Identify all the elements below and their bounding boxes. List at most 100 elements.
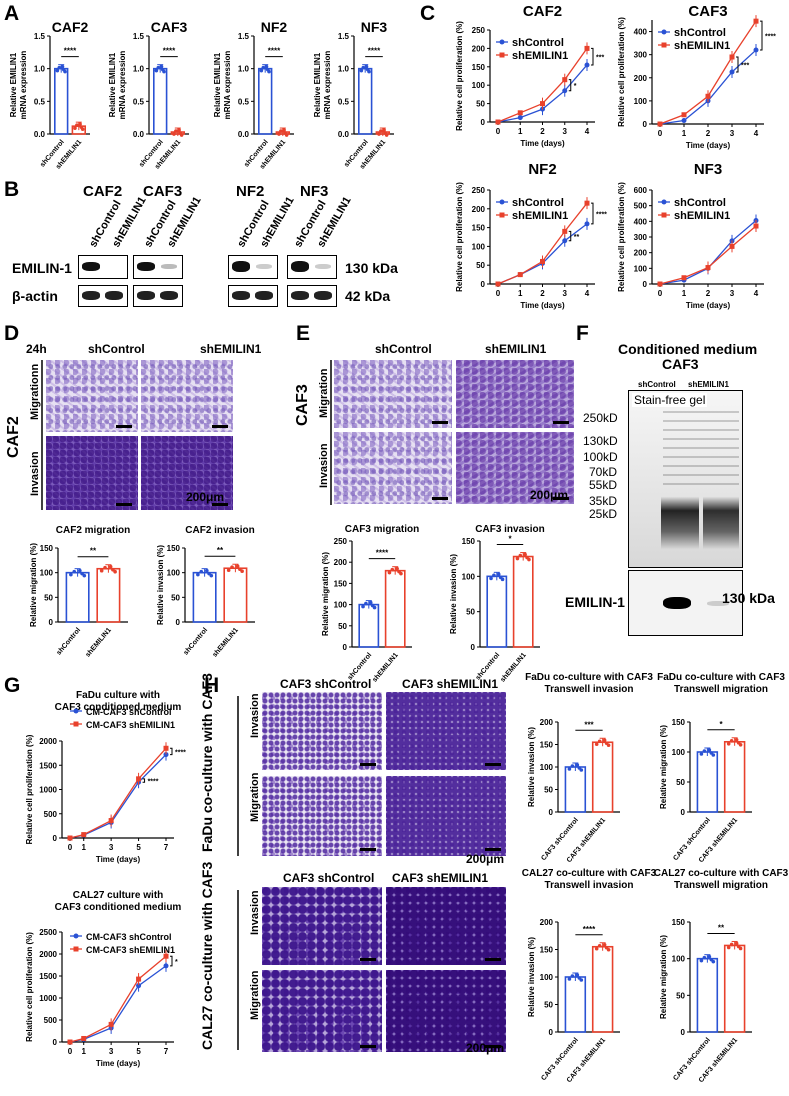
y-tick-label: 200 bbox=[472, 44, 486, 53]
chart-subtitle: CAF3 conditioned medium bbox=[55, 702, 182, 713]
y-tick-label: 100 bbox=[167, 569, 181, 578]
panel-h-col-knockdown: CAF3 shEMILIN1 bbox=[402, 677, 499, 691]
sig-bracket bbox=[568, 79, 572, 92]
scale-bar bbox=[360, 848, 376, 851]
blot-size-130: 130 kDa bbox=[345, 260, 398, 276]
series-knockdown-point bbox=[67, 1039, 73, 1045]
y-tick-label: 500 bbox=[44, 810, 58, 819]
emilin-blot bbox=[628, 570, 743, 636]
x-tick-label: 0 bbox=[496, 127, 501, 136]
series-control-line bbox=[659, 49, 757, 125]
y-tick-label: 0 bbox=[481, 280, 486, 289]
data-point bbox=[699, 752, 704, 756]
chart-title: CAL27 culture with bbox=[73, 890, 164, 901]
y-tick-label: 500 bbox=[634, 202, 648, 211]
data-point bbox=[577, 976, 582, 980]
bar-control bbox=[564, 976, 587, 1033]
chart-title: CAF2 bbox=[52, 19, 89, 35]
data-point bbox=[226, 568, 231, 573]
panel-d-col-knockdown: shEMILIN1 bbox=[200, 342, 262, 356]
y-tick-label: 150 bbox=[40, 544, 54, 553]
chart-subtitle: CAF3 conditioned medium bbox=[55, 902, 182, 913]
series-control-point bbox=[584, 221, 590, 227]
bar-control bbox=[153, 67, 168, 135]
x-tick-label: 2 bbox=[540, 127, 545, 136]
legend-label: shControl bbox=[674, 197, 726, 209]
sig-bracket bbox=[170, 955, 173, 967]
data-point bbox=[178, 131, 183, 135]
y-tick-label: 50 bbox=[676, 991, 685, 1000]
y-tick-label: 0.0 bbox=[34, 130, 46, 139]
data-point bbox=[498, 575, 503, 580]
data-point bbox=[523, 552, 527, 557]
blot-box-emilin-caf2 bbox=[78, 255, 128, 279]
y-axis-label: Relative cell proliferation (%) bbox=[617, 182, 626, 292]
data-point bbox=[577, 766, 582, 770]
legend-label: CM-CAF3 shControl bbox=[86, 707, 172, 717]
series-knockdown-line bbox=[69, 747, 167, 839]
y-axis-label: Relative cell proliferation (%) bbox=[455, 21, 464, 131]
data-point bbox=[282, 128, 286, 132]
x-tick-label: 3 bbox=[109, 1047, 114, 1056]
y-tick-label: 1.0 bbox=[238, 65, 250, 74]
emilin-blot-size: 130 kDa bbox=[722, 590, 775, 606]
legend-label: shEMILIN1 bbox=[674, 40, 730, 52]
data-point bbox=[283, 131, 288, 135]
data-point bbox=[160, 67, 165, 72]
sig-label: ** bbox=[90, 547, 97, 556]
data-point bbox=[602, 738, 607, 743]
scale-label: 200μm bbox=[530, 488, 569, 502]
x-tick-label: 1 bbox=[682, 129, 687, 138]
y-tick-label: 50 bbox=[544, 786, 553, 795]
blot-box-actin-caf2 bbox=[78, 285, 128, 307]
legend-marker bbox=[499, 212, 505, 218]
y-tick-label: 100 bbox=[672, 955, 686, 964]
series-knockdown-point bbox=[108, 1021, 114, 1027]
blot-group-nf3: NF3 bbox=[300, 183, 329, 200]
micrograph-caf3-migration-control bbox=[334, 360, 452, 428]
data-point bbox=[604, 741, 609, 746]
y-tick-label: 0 bbox=[53, 834, 58, 843]
x-tick-label: 0 bbox=[658, 289, 663, 298]
bar-control bbox=[358, 603, 380, 648]
series-knockdown-line bbox=[659, 225, 757, 285]
y-axis-label: Relative invasion (%) bbox=[449, 554, 458, 634]
bar-control bbox=[696, 957, 719, 1033]
panel-h-col-knockdown: CAF3 shEMILIN1 bbox=[392, 871, 489, 885]
x-tick-label: 3 bbox=[563, 127, 568, 136]
x-tick-label: shEMILIN1 bbox=[85, 627, 113, 659]
panel-h-col-control: CAF3 shControl bbox=[283, 871, 375, 885]
y-tick-label: 2000 bbox=[39, 737, 57, 746]
series-knockdown-point bbox=[81, 1035, 87, 1041]
series-control-point bbox=[729, 69, 735, 75]
gel-marker: 130kD bbox=[583, 434, 618, 448]
bar-knockdown bbox=[723, 740, 746, 813]
x-axis-label: Time (days) bbox=[520, 301, 565, 310]
series-control-point bbox=[163, 752, 169, 758]
gel-lane-control: shControl bbox=[638, 380, 676, 389]
micrograph-cal27-invasion-control bbox=[262, 887, 382, 965]
micrograph-fadu-invasion-control bbox=[262, 692, 382, 770]
y-axis-label: Relative cell proliferation (%) bbox=[25, 932, 34, 1042]
data-point bbox=[370, 603, 375, 608]
data-point bbox=[361, 65, 366, 70]
legend-marker bbox=[499, 39, 505, 45]
bar-knockdown bbox=[591, 945, 614, 1033]
bar-knockdown bbox=[591, 741, 614, 813]
legend-marker bbox=[73, 946, 79, 952]
data-point bbox=[515, 556, 520, 561]
x-tick-label: 3 bbox=[730, 129, 735, 138]
series-knockdown-point bbox=[584, 45, 590, 51]
series-control-line bbox=[69, 754, 167, 839]
x-tick-label: shEMILIN1 bbox=[212, 627, 240, 659]
scale-label: 200μm bbox=[466, 852, 505, 866]
micrograph-fadu-invasion-knockdown bbox=[386, 692, 506, 770]
sig-bracket bbox=[170, 747, 173, 756]
data-point bbox=[108, 564, 113, 569]
y-tick-label: 0 bbox=[643, 120, 648, 129]
legend-label: shEMILIN1 bbox=[512, 50, 568, 62]
scale-bar bbox=[360, 958, 376, 961]
series-knockdown-point bbox=[705, 265, 711, 271]
y-axis-label: mRNA expression bbox=[223, 51, 232, 120]
